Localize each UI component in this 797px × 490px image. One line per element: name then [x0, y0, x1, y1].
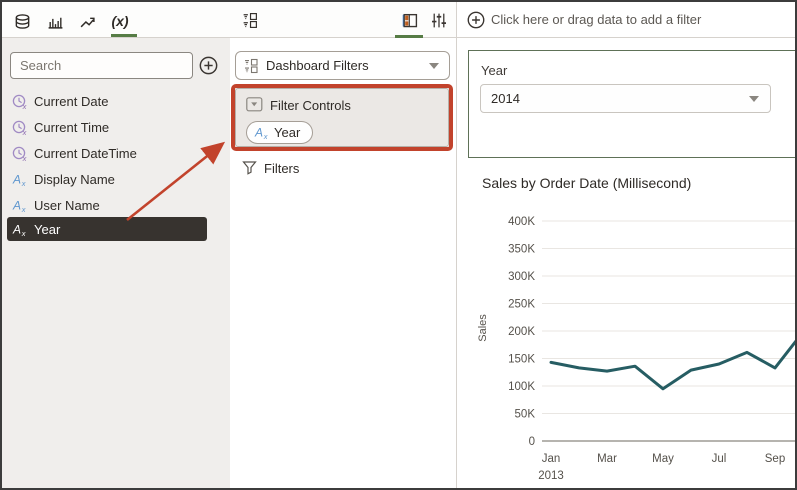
- svg-text:350K: 350K: [508, 244, 535, 256]
- plus-circle-icon: [199, 56, 218, 75]
- svg-text:0: 0: [529, 436, 535, 448]
- svg-text:300K: 300K: [508, 271, 535, 283]
- filter-control-label: Year: [481, 63, 508, 78]
- bar-chart-icon: [48, 17, 62, 29]
- svg-text:200K: 200K: [508, 326, 535, 338]
- active-tab-underline: [111, 34, 137, 37]
- tab-calculations[interactable]: (x): [106, 7, 134, 35]
- svg-text:Sep: Sep: [765, 453, 785, 465]
- control-dropdown-icon: [246, 97, 263, 112]
- filter-bar-icon: [245, 58, 258, 74]
- add-filter-bar[interactable]: Click here or drag data to add a filter: [457, 2, 795, 38]
- database-icon: [15, 13, 29, 29]
- field-item-user-name[interactable]: A x User Name: [7, 193, 207, 218]
- trend-icon: [80, 17, 95, 27]
- svg-text:A: A: [12, 173, 21, 187]
- sliders-icon: [431, 13, 447, 28]
- middle-panel-header: [230, 2, 456, 38]
- field-item-year[interactable]: A x Year: [7, 217, 207, 241]
- svg-text:x: x: [21, 179, 26, 187]
- fx-icon: (x): [111, 13, 129, 29]
- filters-section[interactable]: Filters: [242, 160, 299, 176]
- svg-text:x: x: [21, 205, 26, 213]
- svg-text:May: May: [652, 453, 674, 465]
- year-filter-control[interactable]: Year 2014: [468, 50, 795, 158]
- clock-icon: x: [12, 120, 27, 136]
- add-filter-text: Click here or drag data to add a filter: [491, 12, 702, 27]
- chart-title: Sales by Order Date (Millisecond): [482, 175, 692, 191]
- clock-icon: x: [12, 94, 27, 110]
- field-item-display-name[interactable]: A x Display Name: [7, 167, 207, 192]
- tab-data[interactable]: [8, 7, 36, 35]
- field-label: Current Date: [34, 94, 109, 109]
- chevron-down-icon: [749, 96, 759, 102]
- svg-text:2013: 2013: [538, 470, 564, 482]
- svg-text:150K: 150K: [508, 354, 535, 366]
- data-panel: (x) x Current Date x: [2, 2, 230, 488]
- field-label: Display Name: [34, 172, 115, 187]
- field-item-current-date[interactable]: x Current Date: [7, 89, 207, 114]
- plus-circle-icon: [467, 11, 485, 29]
- filter-bar-button[interactable]: [242, 12, 258, 34]
- filters-label: Filters: [264, 160, 300, 176]
- svg-text:Jan: Jan: [542, 453, 561, 465]
- svg-text:x: x: [263, 132, 268, 140]
- field-label: Current DateTime: [34, 146, 137, 161]
- field-label: Year: [34, 221, 61, 237]
- svg-text:A: A: [254, 126, 263, 140]
- ax-icon: A x: [254, 126, 268, 141]
- active-view-underline: [395, 35, 423, 38]
- svg-text:100K: 100K: [508, 381, 535, 393]
- svg-text:Mar: Mar: [597, 453, 617, 465]
- svg-text:400K: 400K: [508, 216, 535, 228]
- dashboard-filters-dropdown[interactable]: Dashboard Filters: [235, 51, 450, 80]
- filter-bar-icon: [243, 13, 257, 28]
- left-panel-header: (x): [2, 2, 230, 38]
- svg-text:A: A: [12, 222, 21, 236]
- svg-text:A: A: [12, 199, 21, 213]
- svg-text:x: x: [22, 102, 27, 110]
- ax-icon: A x: [12, 199, 26, 214]
- chevron-down-icon: [429, 63, 439, 69]
- svg-text:250K: 250K: [508, 299, 535, 311]
- filter-controls-group: Filter Controls A x Year: [235, 88, 449, 147]
- clock-icon: x: [12, 146, 27, 162]
- svg-text:Jul: Jul: [712, 453, 727, 465]
- field-label: User Name: [34, 198, 100, 213]
- canvas-panel: Click here or drag data to add a filter …: [457, 2, 795, 488]
- svg-text:50K: 50K: [515, 409, 536, 421]
- field-item-current-time[interactable]: x Current Time: [7, 115, 207, 140]
- layout-panel-icon: [402, 13, 418, 28]
- dashboard-filters-label: Dashboard Filters: [266, 58, 369, 73]
- filter-bar-panel: Dashboard Filters Filter Controls A x Ye…: [230, 2, 457, 488]
- filter-controls-label[interactable]: Filter Controls: [270, 98, 351, 113]
- ax-icon: A x: [12, 222, 26, 237]
- svg-text:x: x: [22, 154, 27, 162]
- properties-button[interactable]: [431, 12, 447, 34]
- svg-text:x: x: [22, 128, 27, 136]
- year-select-value: 2014: [491, 91, 520, 106]
- tab-visualizations[interactable]: [41, 7, 69, 35]
- year-select-dropdown[interactable]: 2014: [480, 84, 771, 113]
- svg-text:x: x: [21, 229, 26, 237]
- field-label: Current Time: [34, 120, 110, 135]
- sales-line-chart: 0 50K 100K 150K 200K 250K 300K 350K 400K Jan Mar Ma…: [508, 216, 795, 482]
- funnel-icon: [242, 161, 257, 175]
- field-item-current-datetime[interactable]: x Current DateTime: [7, 141, 207, 166]
- layout-view-button[interactable]: [401, 12, 418, 34]
- tab-analytics[interactable]: [73, 7, 101, 35]
- ax-icon: A x: [12, 173, 26, 188]
- search-input[interactable]: [10, 52, 193, 79]
- year-filter-chip[interactable]: A x Year: [246, 121, 314, 144]
- add-calculation-button[interactable]: [199, 56, 218, 80]
- year-chip-label: Year: [274, 125, 301, 140]
- annotation-highlight-box: Filter Controls A x Year: [231, 84, 453, 151]
